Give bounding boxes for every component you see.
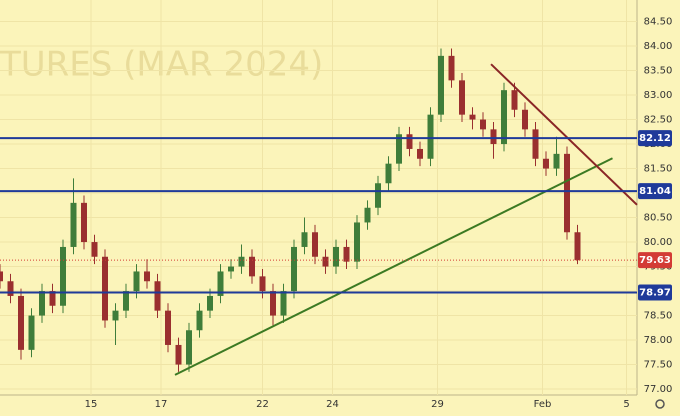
y-tick-label: 84.50 xyxy=(644,17,673,28)
y-tick-label: 83.50 xyxy=(644,66,673,77)
candle-body xyxy=(28,315,35,350)
candle-body xyxy=(259,276,266,292)
candle-body xyxy=(459,80,465,115)
candle-body xyxy=(207,295,213,311)
x-tick-label: 17 xyxy=(155,399,168,410)
candle-body xyxy=(60,246,66,306)
candle-body xyxy=(448,55,455,81)
candle-body xyxy=(228,266,234,272)
candle-body xyxy=(270,291,276,316)
y-tick-label: 84.00 xyxy=(644,41,673,52)
candle-body xyxy=(154,281,161,311)
candle-body xyxy=(427,114,434,159)
y-tick-label: 78.00 xyxy=(644,335,673,346)
candle-body xyxy=(396,134,402,164)
candle-body xyxy=(217,271,224,296)
y-tick-label: 77.50 xyxy=(644,360,673,371)
y-tick-label: 82.50 xyxy=(644,115,673,126)
level-label-bg xyxy=(638,183,672,200)
candle-body xyxy=(417,148,423,159)
candle-body xyxy=(501,90,507,145)
candle-body xyxy=(112,310,119,321)
trendline xyxy=(490,63,638,206)
candle-body xyxy=(564,153,570,233)
plot-area xyxy=(0,0,637,395)
candle-body xyxy=(133,271,140,292)
candle-body xyxy=(385,163,392,184)
trendline xyxy=(174,157,613,376)
candle-body xyxy=(91,242,98,257)
candle-body xyxy=(39,291,45,316)
settings-icon[interactable] xyxy=(655,399,665,409)
candle-body xyxy=(438,55,444,115)
x-tick-label: Feb xyxy=(534,399,552,410)
candle-body xyxy=(574,232,581,261)
candle-body xyxy=(301,232,308,247)
candle-body xyxy=(522,109,528,130)
x-tick-label: 15 xyxy=(85,399,98,410)
candle-body xyxy=(406,134,413,149)
candle-body xyxy=(196,310,203,331)
candle-body xyxy=(469,114,476,120)
candle-body xyxy=(375,183,381,208)
x-tick-label: 5 xyxy=(623,399,629,410)
candle-body xyxy=(543,158,549,169)
candle-body xyxy=(322,256,329,267)
candle-body xyxy=(249,256,255,277)
y-tick-label: 81.50 xyxy=(644,164,673,175)
candle-body xyxy=(333,246,339,267)
candle-body xyxy=(102,256,108,321)
candle-body xyxy=(490,129,497,145)
candle-body xyxy=(7,281,14,296)
candle-body xyxy=(81,202,87,243)
candle-body xyxy=(312,232,318,257)
candle-body xyxy=(238,256,245,267)
level-label-bg xyxy=(638,130,672,147)
y-tick-label: 77.00 xyxy=(644,384,673,395)
candle-body xyxy=(364,207,371,223)
candle-body xyxy=(186,330,192,365)
overlay xyxy=(0,63,638,376)
last-price-bg xyxy=(638,252,672,269)
candle-body xyxy=(480,119,486,130)
candle-body xyxy=(553,153,560,169)
candle-body xyxy=(511,90,518,110)
y-tick-label: 83.00 xyxy=(644,90,673,101)
last-price-label: 79.63 xyxy=(639,255,671,266)
candle-body xyxy=(165,310,171,345)
y-tick-label: 80.50 xyxy=(644,213,673,224)
y-tick-label: 80.00 xyxy=(644,237,673,248)
candle-body xyxy=(280,291,287,316)
x-tick-label: 24 xyxy=(326,399,339,410)
level-label: 78.97 xyxy=(639,288,671,299)
watermark: TURES (MAR 2024) xyxy=(0,45,323,85)
level-label: 81.04 xyxy=(639,186,671,197)
y-tick-label: 78.50 xyxy=(644,311,673,322)
candle-body xyxy=(354,222,360,262)
candle-body xyxy=(343,246,350,262)
candle-body xyxy=(175,344,182,365)
candle-body xyxy=(18,295,24,350)
candle-body xyxy=(70,202,77,247)
candle-body xyxy=(49,291,56,306)
x-tick-label: 22 xyxy=(256,399,269,410)
level-label-bg xyxy=(638,284,672,301)
candle-body xyxy=(291,246,297,292)
candle-body xyxy=(532,129,539,159)
level-label: 82.12 xyxy=(639,133,671,144)
candle-body xyxy=(144,271,150,282)
candle-body xyxy=(123,291,129,311)
x-tick-label: 29 xyxy=(431,399,444,410)
settings-button[interactable] xyxy=(655,399,665,409)
candle-body xyxy=(0,271,3,282)
